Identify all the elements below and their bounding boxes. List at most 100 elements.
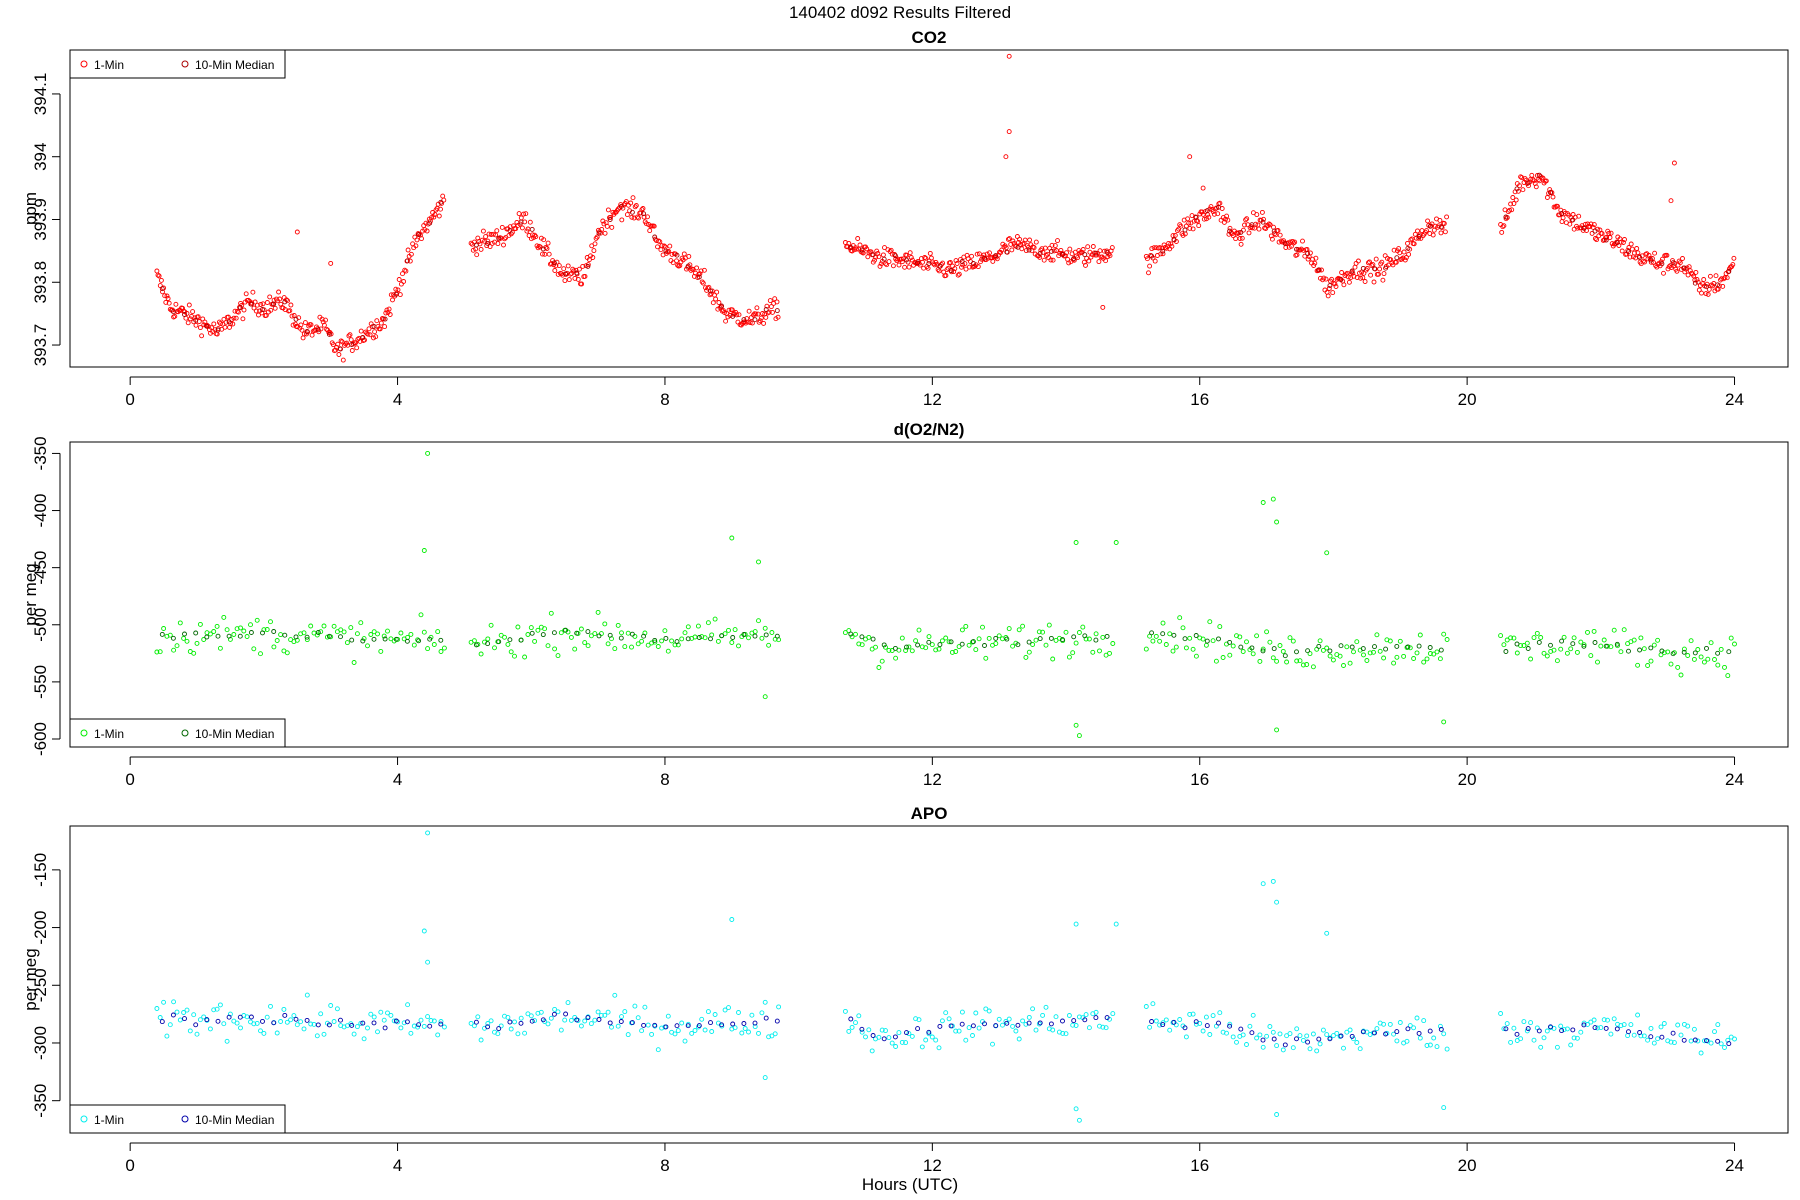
data-point — [186, 302, 192, 308]
data-point — [555, 1009, 561, 1015]
data-point — [692, 1028, 698, 1033]
data-point — [349, 348, 355, 353]
data-point — [1501, 1026, 1507, 1032]
median-point — [1648, 257, 1654, 263]
median-point — [182, 312, 187, 317]
data-point — [883, 1028, 888, 1034]
data-point — [197, 621, 203, 627]
data-point — [471, 1023, 477, 1029]
data-point — [1347, 1027, 1353, 1033]
median-point — [741, 1021, 747, 1026]
median-point — [1614, 641, 1620, 647]
data-point — [1708, 1040, 1714, 1046]
data-point — [612, 646, 618, 652]
data-point — [1162, 244, 1168, 250]
data-point — [1589, 230, 1595, 236]
data-point — [1511, 1025, 1517, 1031]
data-point — [1053, 1014, 1059, 1020]
data-point — [1176, 226, 1182, 232]
data-point — [1508, 1039, 1514, 1045]
median-point — [926, 261, 932, 267]
data-point — [493, 232, 499, 238]
data-point — [1692, 277, 1698, 283]
data-point — [1651, 1040, 1657, 1046]
median-point — [293, 634, 299, 640]
data-point — [1097, 248, 1103, 254]
median-point — [1294, 246, 1299, 252]
median-point — [1670, 260, 1676, 266]
data-point — [1010, 1023, 1016, 1029]
data-point — [478, 246, 484, 252]
outlier-point — [1671, 160, 1677, 166]
x-tick-label: 4 — [393, 1156, 402, 1175]
data-point — [154, 649, 160, 655]
data-point — [1317, 1041, 1323, 1047]
data-point — [157, 649, 163, 655]
data-point — [1417, 632, 1423, 638]
data-point — [1645, 1037, 1651, 1043]
data-point — [1619, 248, 1625, 254]
y-tick-label: -350 — [31, 436, 50, 470]
legend-marker — [80, 60, 88, 68]
median-point — [1681, 1037, 1687, 1043]
median-point — [993, 635, 999, 641]
data-point — [1732, 1036, 1737, 1042]
data-point — [552, 1006, 558, 1012]
median-point — [629, 209, 635, 215]
data-point — [1554, 1044, 1560, 1050]
data-point — [1411, 656, 1417, 661]
median-point — [1383, 646, 1389, 652]
data-point — [770, 309, 775, 315]
median-point — [215, 327, 221, 333]
legend-label: 1-Min — [94, 727, 124, 741]
legend-label: 10-Min Median — [195, 1113, 274, 1127]
data-point — [1529, 172, 1535, 178]
median-point — [1238, 229, 1244, 235]
data-point — [171, 647, 177, 653]
data-point — [1210, 1013, 1216, 1019]
median-point — [1338, 643, 1344, 649]
data-point — [746, 635, 751, 641]
outlier-point — [328, 260, 334, 266]
data-point — [970, 1033, 975, 1038]
median-point — [382, 636, 388, 642]
median-point — [585, 629, 591, 635]
data-point — [582, 1018, 588, 1024]
data-point — [396, 277, 402, 282]
median-point — [529, 1018, 535, 1024]
median-point — [959, 259, 965, 264]
data-point — [1329, 276, 1335, 282]
median-point — [170, 309, 176, 315]
data-point — [492, 645, 497, 651]
data-point — [1531, 178, 1537, 184]
data-point — [1076, 1014, 1082, 1020]
data-point — [1710, 283, 1716, 289]
data-point — [609, 224, 615, 230]
data-point — [358, 620, 364, 626]
data-point — [289, 313, 295, 319]
data-point — [1571, 1035, 1577, 1041]
data-point — [1498, 1011, 1504, 1016]
outlier-point — [1260, 500, 1266, 505]
legend-marker — [80, 729, 88, 737]
data-point — [1541, 1035, 1547, 1041]
median-point — [652, 637, 658, 643]
data-point — [876, 1034, 882, 1040]
data-point — [211, 629, 217, 634]
data-point — [695, 623, 701, 629]
outlier-point — [1073, 540, 1079, 545]
outlier-point — [729, 535, 735, 541]
data-point — [1594, 237, 1600, 243]
data-point — [523, 211, 529, 217]
data-point — [615, 206, 621, 212]
data-point — [1671, 263, 1677, 269]
data-point — [1699, 290, 1704, 296]
median-point — [382, 316, 388, 322]
data-point — [1550, 194, 1556, 200]
median-point — [1704, 645, 1709, 651]
data-point — [1574, 649, 1580, 655]
data-point — [766, 309, 772, 315]
data-point — [1010, 238, 1016, 244]
data-point — [1330, 1033, 1336, 1039]
median-point — [1648, 1034, 1654, 1040]
